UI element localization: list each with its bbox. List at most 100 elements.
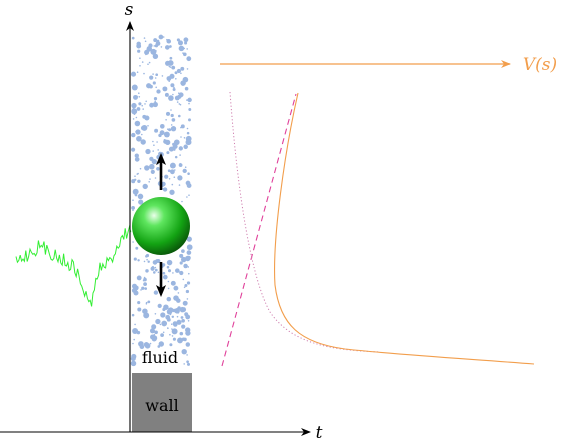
fluid-particle [153, 144, 155, 146]
t-axis-label: t [316, 423, 323, 443]
fluid-particle [157, 345, 161, 348]
fluid-particle [183, 137, 186, 139]
fluid-particle [154, 177, 157, 179]
fluid-particle [133, 94, 138, 100]
fluid-particle [166, 317, 171, 322]
fluid-particle [137, 179, 141, 184]
fluid-particle [162, 331, 165, 334]
fluid-particle [179, 103, 182, 106]
fluid-particle [130, 356, 136, 362]
arrow-up-icon [156, 153, 166, 190]
fluid-particle [182, 52, 184, 54]
fluid-particle [153, 38, 158, 43]
fluid-particle [142, 183, 148, 190]
fluid-particle [173, 139, 180, 146]
fluid-particle [173, 176, 176, 178]
fluid-particle [186, 250, 192, 255]
fluid-particle [143, 276, 146, 279]
fluid-particle [152, 140, 154, 143]
fluid-particle [160, 46, 163, 48]
fluid-particle [186, 68, 189, 70]
fluid-particle [172, 272, 174, 274]
fluid-particle [150, 169, 155, 174]
fluid-particle [154, 313, 157, 315]
fluid-particle [183, 77, 185, 80]
fluid-particle [132, 118, 135, 120]
fluid-particle [170, 113, 174, 118]
fluid-particle [131, 313, 135, 317]
fluid-particle [134, 153, 139, 158]
fluid-particle [143, 282, 147, 286]
fluid-particle [166, 38, 168, 41]
fluid-particle [169, 56, 173, 60]
fluid-particle [180, 316, 184, 319]
fluid-particle [144, 40, 147, 43]
fluid-particle [178, 103, 181, 105]
fluid-particle [141, 61, 144, 63]
fluid-particle [181, 83, 184, 86]
fluid-particle [137, 193, 144, 200]
fluid-particle [131, 84, 138, 91]
fluid-particle [141, 104, 143, 107]
fluid-particle [130, 71, 137, 77]
fluid-particle [184, 86, 189, 91]
fluid-particle [147, 300, 151, 304]
fluid-particle [144, 165, 150, 171]
fluid-particle [174, 71, 178, 75]
fluid-particle [155, 318, 161, 325]
fluid-particle [153, 271, 156, 274]
fluid-particle [156, 259, 161, 263]
fluid-particle [134, 175, 136, 177]
fluid-particle [133, 113, 136, 115]
fluid-particle [183, 263, 188, 269]
fluid-particle [177, 175, 183, 181]
fluid-particle [142, 279, 145, 282]
fluid-particle [149, 75, 154, 80]
fluid-particle [146, 46, 152, 52]
fluid-particle [138, 102, 142, 106]
fluid-particle [168, 128, 172, 132]
fluid-particle [132, 241, 134, 243]
fluid-particle [165, 119, 167, 121]
fluid-particle [137, 49, 141, 53]
fluid-particle [186, 236, 192, 242]
fluid-particle [180, 126, 182, 129]
fluid-particle [173, 86, 175, 89]
fluid-particle [170, 124, 173, 126]
fluid-particle [155, 86, 157, 89]
fluid-particle [144, 343, 151, 349]
fluid-particle [158, 341, 165, 347]
fluid-particle [177, 298, 179, 301]
fluid-particle [156, 141, 158, 143]
fluid-particle [137, 259, 140, 262]
fluid-particle [173, 126, 175, 128]
fluid-particle [153, 290, 159, 295]
fluid-particle [169, 333, 171, 336]
fluid-particle [166, 265, 170, 269]
fluid-particle [178, 114, 181, 118]
fluid-particle [151, 170, 154, 172]
fluid-particle [149, 328, 156, 334]
fluid-particle [171, 328, 178, 335]
fluid-particle [150, 48, 157, 55]
fluid-particle [133, 257, 137, 261]
fluid-label: fluid [142, 348, 178, 367]
fluid-particle [144, 115, 150, 121]
fluid-particle [137, 172, 139, 175]
fluid-particle [171, 315, 175, 319]
fluid-particle [170, 169, 175, 175]
fluid-particle [183, 363, 185, 365]
fluid-particle [160, 312, 166, 318]
fluid-particle [166, 151, 170, 155]
fluid-particle [157, 271, 160, 274]
dotted-curve [229, 91, 381, 353]
fluid-particle [137, 307, 142, 312]
fluid-particle [162, 86, 168, 92]
fluid-particle [134, 120, 141, 127]
fluid-particle [172, 88, 176, 91]
fluid-particle [185, 342, 191, 347]
fluid-particle [186, 298, 189, 300]
fluid-particle [169, 66, 172, 68]
fluid-particle [154, 44, 159, 48]
